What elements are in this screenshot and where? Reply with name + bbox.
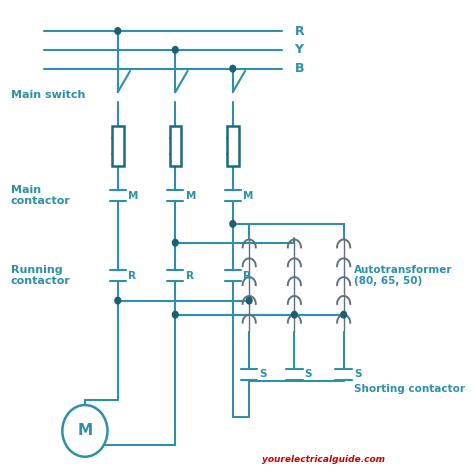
Circle shape bbox=[230, 65, 236, 72]
Text: S: S bbox=[259, 369, 267, 379]
Text: Y: Y bbox=[294, 43, 303, 56]
Text: yourelectricalguide.com: yourelectricalguide.com bbox=[262, 455, 384, 464]
Text: M: M bbox=[77, 423, 92, 438]
Circle shape bbox=[173, 47, 178, 53]
Text: M: M bbox=[128, 191, 138, 201]
Circle shape bbox=[173, 311, 178, 318]
Text: Autotransformer
(80, 65, 50): Autotransformer (80, 65, 50) bbox=[354, 265, 453, 287]
Text: S: S bbox=[305, 369, 312, 379]
Text: M: M bbox=[243, 191, 254, 201]
Circle shape bbox=[173, 239, 178, 246]
Text: R: R bbox=[128, 271, 136, 281]
Text: R: R bbox=[243, 271, 251, 281]
Circle shape bbox=[341, 311, 346, 318]
FancyBboxPatch shape bbox=[112, 127, 124, 166]
Circle shape bbox=[115, 298, 121, 304]
Text: Main switch: Main switch bbox=[11, 89, 85, 99]
Circle shape bbox=[230, 220, 236, 227]
Text: R: R bbox=[294, 24, 304, 38]
Text: Running
contactor: Running contactor bbox=[11, 265, 71, 287]
Text: Main
contactor: Main contactor bbox=[11, 185, 71, 207]
FancyBboxPatch shape bbox=[227, 127, 238, 166]
Text: R: R bbox=[185, 271, 193, 281]
Text: M: M bbox=[185, 191, 196, 201]
Circle shape bbox=[292, 311, 297, 318]
FancyBboxPatch shape bbox=[170, 127, 181, 166]
Circle shape bbox=[246, 298, 252, 304]
Text: B: B bbox=[294, 62, 304, 75]
Text: S: S bbox=[354, 369, 362, 379]
Circle shape bbox=[115, 28, 121, 34]
Text: Shorting contactor: Shorting contactor bbox=[354, 384, 465, 394]
Circle shape bbox=[62, 405, 108, 457]
